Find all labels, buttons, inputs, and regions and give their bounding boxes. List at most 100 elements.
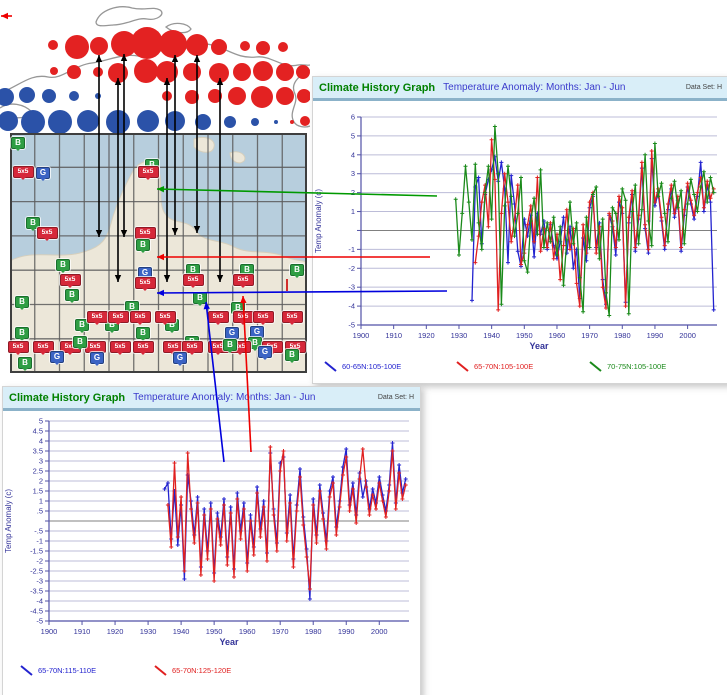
map-pin-5x5[interactable]: 5x5 — [86, 311, 108, 325]
map-pin-B[interactable]: B — [15, 327, 29, 341]
map-pin-5x5[interactable]: 5x5 — [232, 311, 254, 325]
y-tick-label: 4 — [39, 437, 43, 446]
anomaly-bubble — [183, 63, 201, 81]
map-pin-5x5[interactable]: 5x5 — [134, 277, 156, 291]
map-pin-B[interactable]: B — [223, 339, 237, 353]
map-pin-B[interactable]: B — [65, 289, 79, 303]
map-pin-5x5[interactable]: 5x5 — [59, 274, 81, 288]
map-border — [10, 133, 307, 373]
anomaly-bubble — [90, 37, 108, 55]
map-pin-G[interactable]: G — [36, 167, 50, 181]
map-pin-5x5[interactable]: 5x5 — [182, 274, 204, 288]
map-pin-B[interactable]: B — [56, 259, 70, 273]
map-pin-5x5[interactable]: 5x5 — [252, 311, 274, 325]
map-pin-5x5[interactable]: 5x5 — [36, 227, 58, 241]
legend-label: 70-75N:105-100E — [607, 362, 667, 371]
x-tick-label: 1920 — [418, 331, 435, 340]
map-pin-B[interactable]: B — [285, 349, 299, 363]
map-pin-5x5[interactable]: 5x5 — [12, 166, 34, 180]
legend-item: 65-70N:115-110E — [19, 665, 96, 676]
anomaly-bubble — [111, 31, 137, 57]
map-pin-5x5[interactable]: 5x5 — [134, 227, 156, 241]
panel-header: Climate History Graph Temperature Anomal… — [3, 387, 420, 411]
legend-swatch-line — [20, 665, 33, 676]
legend-swatch-line — [154, 665, 167, 676]
y-tick-label: -4 — [348, 302, 355, 311]
map-pin-5x5[interactable]: 5x5 — [181, 341, 203, 355]
anomaly-bubble — [296, 65, 310, 79]
y-tick-label: 6 — [351, 113, 355, 122]
y-tick-label: 2 — [351, 188, 355, 197]
map-pin-5x5[interactable]: 5x5 — [7, 341, 29, 355]
map-pin-5x5[interactable]: 5x5 — [32, 341, 54, 355]
anomaly-bubble — [228, 87, 246, 105]
map-pin-B[interactable]: B — [136, 327, 150, 341]
panel-header: Climate History Graph Temperature Anomal… — [313, 77, 727, 101]
x-tick-label: 2000 — [679, 331, 696, 340]
station-grid-map[interactable]: B 5x5 G B 5x5 B 5x5 5x5 B B 5x5 B G 5x5 B 5x5 B B 5x5 B B B B B… — [7, 133, 307, 373]
x-tick-label: 1990 — [647, 331, 664, 340]
map-pin-5x5[interactable]: 5x5 — [154, 311, 176, 325]
map-pin-5x5[interactable]: 5x5 — [129, 311, 151, 325]
map-pin-B[interactable]: B — [193, 292, 207, 306]
climate-history-panel-2: Climate History Graph Temperature Anomal… — [2, 386, 421, 695]
y-tick-label: 3 — [39, 457, 43, 466]
x-tick-label: 1910 — [74, 627, 91, 636]
map-pin-5x5[interactable]: 5x5 — [132, 341, 154, 355]
anomaly-bubble — [233, 63, 251, 81]
y-tick-label: -2 — [348, 264, 355, 273]
panel-title: Climate History Graph — [319, 81, 436, 94]
map-pin-5x5[interactable]: 5x5 — [207, 311, 229, 325]
anomaly-bubble — [0, 111, 18, 131]
y-tick-label: -.5 — [34, 527, 43, 536]
y-axis-title: Temp Anomaly (c) — [4, 489, 13, 553]
map-pin-B[interactable]: B — [11, 137, 25, 151]
dataset-label: Data Set: H — [377, 394, 414, 401]
map-pin-5x5[interactable]: 5x5 — [107, 311, 129, 325]
anomaly-bubble — [95, 93, 101, 99]
legend-label: 65-70N:115-110E — [38, 666, 97, 675]
legend-label: 65-70N:105-100E — [474, 362, 534, 371]
map-pin-B[interactable]: B — [136, 239, 150, 253]
anomaly-bubble — [253, 61, 273, 81]
anomaly-bubble — [256, 41, 270, 55]
anomaly-bubble — [156, 61, 178, 83]
map-pin-5x5[interactable]: 5x5 — [281, 311, 303, 325]
legend-label: 65-70N:125-120E — [172, 666, 232, 675]
legend-swatch-line — [456, 361, 469, 372]
map-pin-G[interactable]: G — [90, 352, 104, 366]
legend-swatch-line — [324, 361, 337, 372]
y-tick-label: 1 — [39, 497, 43, 506]
series-line — [455, 126, 715, 316]
x-tick-label: 1980 — [305, 627, 322, 636]
panel-subtitle: Temperature Anomaly: Months: Jan - Jun — [443, 82, 626, 93]
map-pin-B[interactable]: B — [73, 336, 87, 350]
map-pin-B[interactable]: B — [26, 217, 40, 231]
anomaly-bubble — [0, 88, 14, 106]
map-pin-G[interactable]: G — [173, 352, 187, 366]
map-pin-B[interactable]: B — [15, 296, 29, 310]
anomaly-bubble — [276, 63, 294, 81]
map-pin-5x5[interactable]: 5x5 — [232, 274, 254, 288]
map-pin-5x5[interactable]: 5x5 — [109, 341, 131, 355]
anomaly-bubble — [65, 35, 89, 59]
anomaly-bubble — [134, 59, 158, 83]
anomaly-bubble — [224, 116, 236, 128]
map-pin-B[interactable]: B — [290, 264, 304, 278]
x-tick-label: 1940 — [483, 331, 500, 340]
y-tick-label: -2 — [36, 557, 43, 566]
map-pin-G[interactable]: G — [225, 327, 239, 341]
map-pin-B[interactable]: B — [18, 357, 32, 371]
panel-title: Climate History Graph — [9, 391, 126, 404]
anomaly-bubble — [240, 41, 250, 51]
y-tick-label: 4.5 — [33, 427, 43, 436]
map-pin-5x5[interactable]: 5x5 — [137, 166, 159, 180]
anomaly-bubble-map — [0, 6, 310, 134]
map-pin-G[interactable]: G — [258, 346, 272, 360]
map-pin-G[interactable]: G — [50, 351, 64, 365]
anomaly-bubble — [195, 114, 211, 130]
map-pin-B[interactable]: B — [75, 319, 89, 333]
x-tick-label: 1900 — [353, 331, 370, 340]
anomaly-bubble — [131, 27, 163, 59]
